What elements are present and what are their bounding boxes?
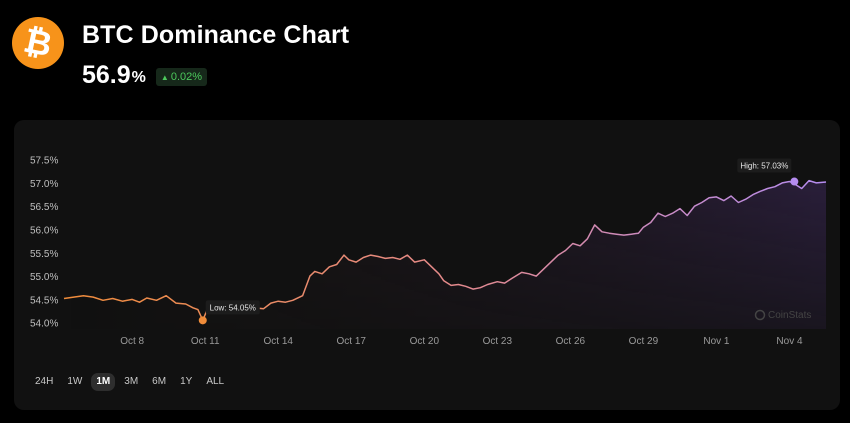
bitcoin-glyph: ₿ — [20, 20, 56, 66]
chart-panel: 57.5% 57.0% 56.5% 56.0% 55.5% 55.0% 54.5% 54.0%… — [14, 120, 840, 410]
dominance-chart[interactable]: 57.5% 57.0% 56.5% 56.0% 55.5% 55.0% 54.5% 54.0%… — [14, 120, 840, 410]
x-tick-label: Oct 20 — [410, 336, 440, 347]
x-tick-label: Oct 23 — [483, 336, 513, 347]
range-button-all[interactable]: ALL — [206, 376, 225, 387]
y-tick-label: 55.0% — [30, 272, 58, 283]
low-label: Low: 54.05% — [210, 303, 256, 312]
x-tick-label: Oct 11 — [191, 336, 220, 347]
up-arrow-icon: ▲ — [160, 72, 169, 82]
change-value: 0.02% — [170, 71, 203, 83]
x-tick-label: Oct 29 — [629, 336, 659, 347]
y-tick-label: 57.5% — [30, 156, 58, 167]
range-button-1y[interactable]: 1Y — [180, 376, 193, 387]
range-button-6m[interactable]: 6M — [152, 376, 167, 387]
x-tick-label: Nov 4 — [776, 336, 803, 347]
x-tick-label: Nov 1 — [703, 336, 730, 347]
x-tick-label: Oct 17 — [337, 336, 367, 347]
watermark-icon — [754, 309, 766, 321]
value-row: 56.9 % ▲ 0.02% — [82, 61, 208, 89]
range-button-1m[interactable]: 1M — [91, 373, 116, 391]
range-button-1w[interactable]: 1W — [67, 376, 83, 387]
low-point — [198, 316, 207, 325]
low-label-box — [205, 300, 260, 315]
area-fill — [64, 180, 826, 329]
y-tick-label: 56.0% — [30, 226, 58, 237]
high-label-box — [737, 158, 792, 173]
range-selector: 24H 1W 1M 3M 6M 1Y ALL — [30, 373, 229, 391]
high-point — [790, 177, 799, 186]
watermark: CoinStats — [768, 310, 811, 321]
y-tick-label: 54.0% — [30, 319, 58, 330]
header: ₿ BTC Dominance Chart 56.9 % ▲ 0.02% — [12, 17, 832, 89]
x-tick-label: Oct 14 — [264, 336, 294, 347]
range-button-3m[interactable]: 3M — [124, 376, 139, 387]
y-tick-label: 56.5% — [30, 202, 58, 213]
dominance-unit: % — [131, 69, 146, 86]
y-tick-label: 55.5% — [30, 249, 58, 260]
y-tick-label: 54.5% — [30, 295, 58, 306]
range-button-24h[interactable]: 24H — [35, 376, 54, 387]
y-tick-label: 57.0% — [30, 179, 58, 190]
bitcoin-icon: ₿ — [12, 17, 64, 69]
page-title: BTC Dominance Chart — [82, 21, 350, 49]
x-tick-label: Oct 26 — [556, 336, 586, 347]
change-badge: ▲ 0.02% — [155, 68, 208, 86]
high-label: High: 57.03% — [740, 162, 788, 171]
x-tick-label: Oct 8 — [120, 336, 144, 347]
dominance-value: 56.9 — [82, 61, 131, 89]
